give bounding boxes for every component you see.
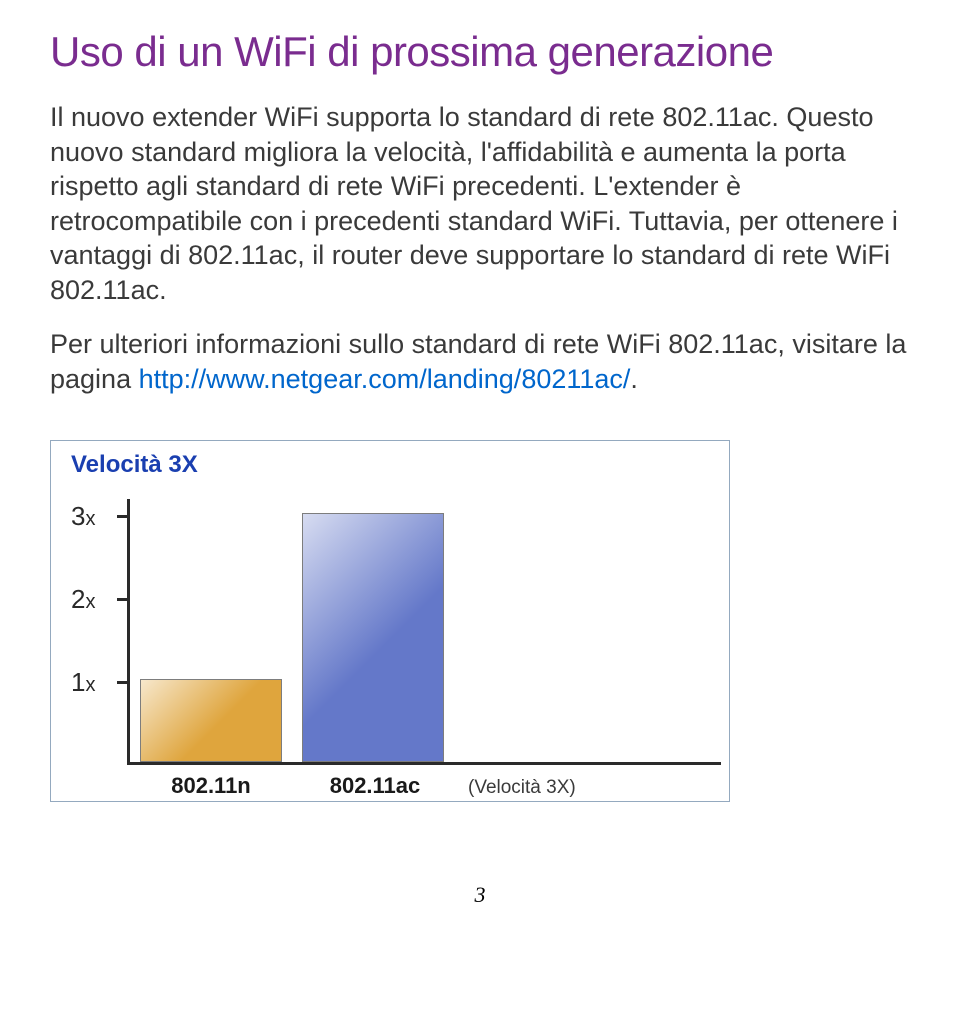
chart-y-tick-sub: x xyxy=(85,508,95,530)
paragraph-2: Per ulteriori informazioni sullo standar… xyxy=(50,327,910,396)
chart-y-tick: 2x xyxy=(71,586,95,612)
chart-y-axis-line xyxy=(127,499,130,765)
chart-y-tick: 1x xyxy=(71,669,95,695)
chart-y-tick-mark xyxy=(117,598,127,601)
document-page: Uso di un WiFi di prossima generazione I… xyxy=(0,0,960,908)
paragraph-2-post: . xyxy=(630,364,638,394)
chart-x-tick: 802.11n xyxy=(140,773,282,799)
page-title: Uso di un WiFi di prossima generazione xyxy=(50,28,910,76)
chart-bar xyxy=(302,513,444,762)
chart-y-tick-main: 1 xyxy=(71,667,85,697)
chart-y-tick-mark xyxy=(117,681,127,684)
chart-inner: Velocità 3X 3x2x1x 802.11n802.11ac(Veloc… xyxy=(53,443,727,799)
chart-y-tick-sub: x xyxy=(85,674,95,696)
chart-y-tick-main: 3 xyxy=(71,501,85,531)
chart-y-tick-mark xyxy=(117,515,127,518)
chart-x-axis: 802.11n 802.11ac (Velocità 3X) xyxy=(71,765,721,799)
chart-bar xyxy=(140,679,282,762)
chart-y-tick: 3x xyxy=(71,503,95,529)
page-number: 3 xyxy=(50,882,910,908)
chart-bar-border xyxy=(140,679,282,762)
info-link[interactable]: http://www.netgear.com/landing/80211ac/ xyxy=(139,364,631,394)
chart-bar-border xyxy=(302,513,444,762)
chart-title: Velocità 3X xyxy=(53,443,727,499)
chart-x-note: (Velocità 3X) xyxy=(468,777,576,799)
body-text: Il nuovo extender WiFi supporta lo stand… xyxy=(50,100,910,396)
chart-x-tick: 802.11ac xyxy=(304,773,446,799)
speed-chart: Velocità 3X 3x2x1x 802.11n802.11ac(Veloc… xyxy=(50,440,730,802)
chart-y-tick-main: 2 xyxy=(71,584,85,614)
chart-y-tick-sub: x xyxy=(85,591,95,613)
paragraph-1: Il nuovo extender WiFi supporta lo stand… xyxy=(50,100,910,307)
chart-plot-area: 3x2x1x xyxy=(71,499,721,765)
